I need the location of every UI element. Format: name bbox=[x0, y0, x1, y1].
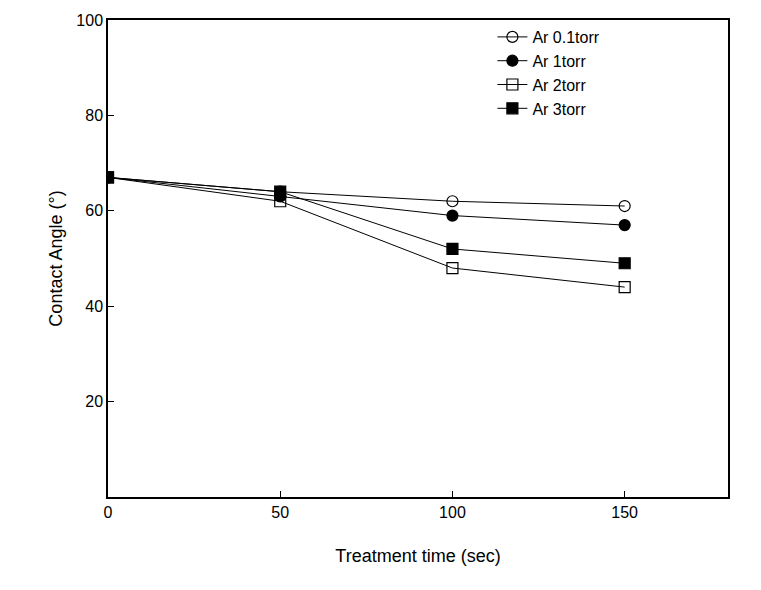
svg-text:150: 150 bbox=[611, 504, 638, 521]
svg-text:Ar 3torr: Ar 3torr bbox=[532, 101, 586, 118]
svg-text:0: 0 bbox=[104, 504, 113, 521]
svg-text:50: 50 bbox=[271, 504, 289, 521]
svg-text:Ar 1torr: Ar 1torr bbox=[532, 53, 586, 70]
svg-text:100: 100 bbox=[76, 12, 103, 29]
svg-text:80: 80 bbox=[85, 107, 103, 124]
svg-text:20: 20 bbox=[85, 393, 103, 410]
svg-text:Ar 0.1torr: Ar 0.1torr bbox=[532, 29, 599, 46]
svg-text:Ar 2torr: Ar 2torr bbox=[532, 77, 586, 94]
svg-text:40: 40 bbox=[85, 298, 103, 315]
svg-text:60: 60 bbox=[85, 202, 103, 219]
svg-text:Treatment time (sec): Treatment time (sec) bbox=[335, 546, 500, 566]
svg-text:Contact Angle (°): Contact Angle (°) bbox=[46, 190, 66, 326]
svg-text:100: 100 bbox=[439, 504, 466, 521]
